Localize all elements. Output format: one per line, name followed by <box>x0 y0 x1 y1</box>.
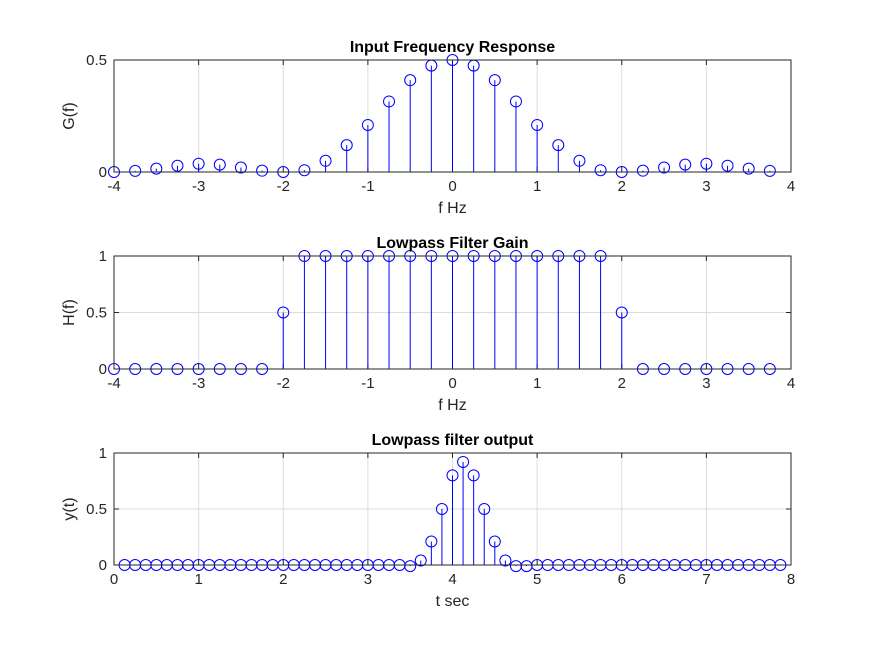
stem-marker <box>509 95 522 108</box>
x-tick-label: 4 <box>787 375 795 392</box>
x-tick-label: 3 <box>702 375 710 392</box>
stem-marker <box>192 157 205 170</box>
x-tick-label: -1 <box>361 178 374 195</box>
stem-marker <box>552 139 565 152</box>
stem-marker <box>658 161 671 174</box>
x-tick-label: 2 <box>618 375 626 392</box>
y-tick-label: 0 <box>99 164 107 181</box>
y-tick-label: 1 <box>99 248 107 265</box>
x-axis-label: f Hz <box>438 397 466 414</box>
x-tick-label: 4 <box>448 571 456 588</box>
stem-marker <box>594 164 607 177</box>
plot-panel-3: 0 1 2 3 4 5 6 7 8 0 0.5 1 Lowpass filter output t sec… <box>61 432 795 610</box>
stem-marker <box>457 455 470 468</box>
x-tick-label: -3 <box>192 375 205 392</box>
x-tick-label: -1 <box>361 375 374 392</box>
x-tick-label: -2 <box>277 375 290 392</box>
axes-box <box>113 255 792 370</box>
stem-marker <box>488 535 501 548</box>
plot-title: Lowpass Filter Gain <box>376 235 528 252</box>
y-tick-label: 1 <box>99 445 107 462</box>
stem-marker <box>150 162 163 175</box>
stem-marker <box>277 306 290 319</box>
stem-marker <box>636 164 649 177</box>
x-tick-label: 2 <box>279 571 287 588</box>
x-axis-label: f Hz <box>438 200 466 217</box>
x-tick-label: 0 <box>448 375 456 392</box>
stem-marker <box>742 162 755 175</box>
stem-marker <box>383 95 396 108</box>
stem-marker <box>573 154 586 167</box>
stem-marker <box>478 503 491 515</box>
stem-marker <box>763 164 776 177</box>
x-tick-label: 1 <box>194 571 202 588</box>
stem-marker <box>319 154 332 167</box>
stem-marker <box>256 164 269 177</box>
stem-marker <box>467 469 480 482</box>
x-tick-label: 3 <box>702 178 710 195</box>
x-tick-label: -2 <box>277 178 290 195</box>
axes-box <box>113 59 792 173</box>
x-tick-label: 8 <box>787 571 795 588</box>
y-axis-label: y(t) <box>61 497 78 520</box>
stem-marker <box>679 158 692 171</box>
y-tick-label: 0 <box>99 361 107 378</box>
y-tick-label: 0.5 <box>86 52 107 69</box>
stem-marker <box>721 159 734 172</box>
x-tick-label: -3 <box>192 178 205 195</box>
axes-box <box>113 452 792 566</box>
stem-marker <box>700 157 713 170</box>
plot-title: Lowpass filter output <box>372 432 534 449</box>
plot-panel-1: -4 -3 -2 -1 0 1 2 3 4 0 0.5 Input Frequency Respons… <box>61 39 795 217</box>
x-tick-label: 7 <box>702 571 710 588</box>
y-tick-label: 0.5 <box>86 305 107 322</box>
stem-marker <box>171 159 184 172</box>
x-tick-label: 0 <box>448 178 456 195</box>
stem-marker <box>615 306 628 319</box>
y-tick-label: 0 <box>99 557 107 574</box>
stem-marker <box>298 164 311 177</box>
stem-marker <box>213 158 226 171</box>
x-tick-label: 0 <box>110 571 118 588</box>
y-tick-label: 0.5 <box>86 501 107 518</box>
x-tick-label: 1 <box>533 375 541 392</box>
stem-marker <box>435 503 448 515</box>
y-axis-label: H(f) <box>61 299 78 326</box>
x-tick-label: 4 <box>787 178 795 195</box>
plot-panel-2: -4 -3 -2 -1 0 1 2 3 4 0 0.5 1 Lowpass Filter Gain f H… <box>61 235 795 414</box>
x-tick-label: 3 <box>364 571 372 588</box>
stem-marker <box>499 554 512 567</box>
x-tick-label: 5 <box>533 571 541 588</box>
x-tick-label: -4 <box>107 178 120 195</box>
stem-marker <box>488 74 501 87</box>
plot-title: Input Frequency Response <box>350 39 555 56</box>
y-axis-label: G(f) <box>61 102 78 130</box>
stem-marker <box>414 554 427 567</box>
x-tick-label: 1 <box>533 178 541 195</box>
stem-marker <box>234 161 247 174</box>
stem-marker <box>129 164 142 177</box>
stem-marker <box>340 139 353 152</box>
stem-marker <box>446 469 459 482</box>
x-tick-label: -4 <box>107 375 120 392</box>
x-tick-label: 2 <box>618 178 626 195</box>
x-axis-label: t sec <box>436 593 470 610</box>
stem-marker <box>531 118 544 131</box>
stem-marker <box>404 560 417 573</box>
x-tick-label: 6 <box>618 571 626 588</box>
stem-marker <box>404 74 417 87</box>
stem-marker <box>425 535 438 548</box>
stem-marker <box>361 118 374 131</box>
